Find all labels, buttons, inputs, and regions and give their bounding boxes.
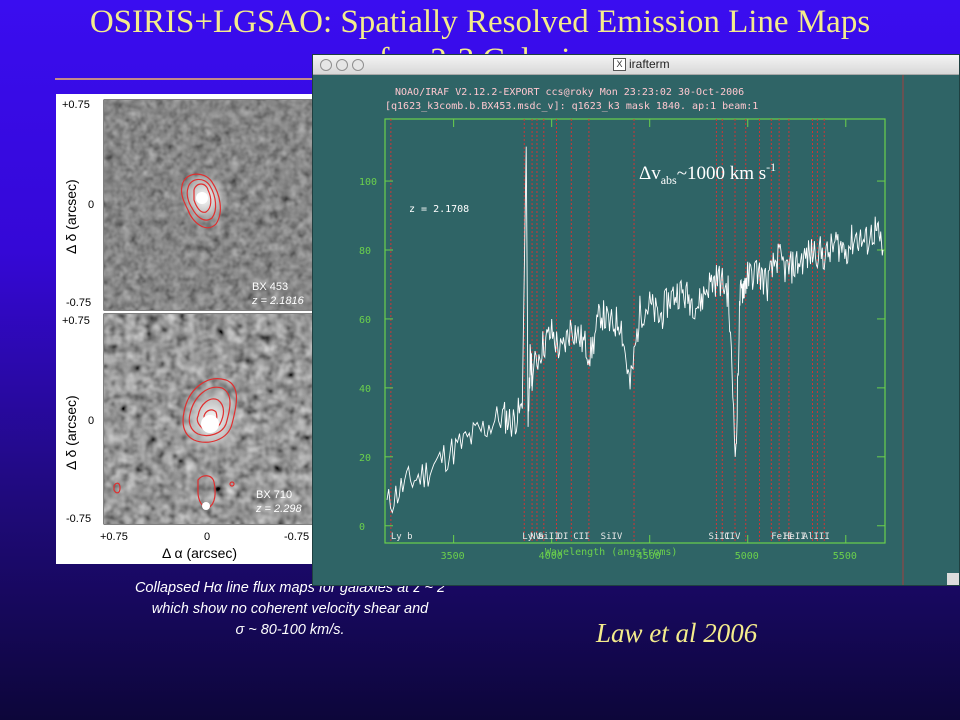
spectral-line-label-10: HeII bbox=[784, 532, 806, 542]
caption-line2: which show no coherent velocity shear an… bbox=[151, 601, 429, 617]
map-y-tick-bottom-1: +0.75 bbox=[62, 315, 90, 327]
y-tick-label-4: 80 bbox=[359, 246, 371, 257]
annotation-sub: abs bbox=[661, 173, 677, 187]
spectrum-plot: NOAO/IRAF V2.12.2-EXPORT ccs@roky Mon 23… bbox=[359, 75, 904, 585]
map-y-label-bottom: Δ δ (arcsec) bbox=[63, 395, 79, 470]
iraf-header-line1: NOAO/IRAF V2.12.2-EXPORT ccs@roky Mon 23… bbox=[395, 87, 744, 98]
zoom-window-button[interactable] bbox=[352, 59, 364, 71]
map-x-label: Δ α (arcsec) bbox=[162, 545, 237, 561]
spectral-line-label-11: AlIII bbox=[803, 532, 830, 542]
flux-contours-bottom bbox=[113, 378, 238, 509]
x-axis-label: Wavelength (angstroms) bbox=[545, 547, 677, 558]
spectral-line-label-9: FeII bbox=[771, 532, 793, 542]
map-bx453: BX 453 z = 2.1816 bbox=[103, 99, 317, 311]
caption-line3: σ ~ 80-100 km/s. bbox=[235, 622, 345, 638]
annotation-delta-v: Δv bbox=[639, 163, 661, 184]
irafterm-window[interactable]: X irafterm NOAO/IRAF V2.12.2-EXPORT ccs@… bbox=[312, 54, 960, 586]
bx710-redshift: z = 2.298 bbox=[255, 503, 302, 515]
map-y-tick-top-3: -0.75 bbox=[66, 297, 91, 309]
flux-contours-top bbox=[180, 173, 221, 229]
x11-icon: X bbox=[613, 58, 626, 71]
map-x-tick-3: -0.75 bbox=[284, 531, 309, 543]
spectral-line-label-4: OI bbox=[558, 532, 569, 542]
bx710-name: BX 710 bbox=[256, 489, 292, 501]
y-tick-label-0: 0 bbox=[359, 522, 365, 533]
slide-title-line1: OSIRIS+LGSAO: Spatially Resolved Emissio… bbox=[89, 4, 871, 40]
iraf-header-line2: [q1623_k3comb.b.BX453.msdc_v]: q1623_k3 … bbox=[385, 101, 758, 112]
window-title: irafterm bbox=[629, 57, 670, 71]
y-tick-label-1: 20 bbox=[359, 453, 371, 464]
spectral-line-label-1: Ly a bbox=[522, 532, 544, 542]
spectral-line-label-5: CII bbox=[573, 532, 589, 542]
map-x-tick-2: 0 bbox=[204, 531, 210, 543]
spectral-line-label-0: Ly b bbox=[391, 532, 413, 542]
map-y-tick-top-1: +0.75 bbox=[62, 99, 90, 111]
emission-maps-figure: BX 453 z = 2.1816 BX 710 z = 2.298 +0.75 bbox=[62, 99, 317, 561]
emission-line-maps: BX 453 z = 2.1816 BX 710 z = 2.298 +0.75 bbox=[56, 94, 318, 564]
spectral-line-label-8: CIV bbox=[724, 532, 741, 542]
map-y-tick-bottom-2: 0 bbox=[88, 415, 94, 427]
bx453-redshift: z = 2.1816 bbox=[251, 295, 305, 307]
x-tick-label-0: 3500 bbox=[441, 551, 465, 562]
velocity-annotation: Δvabs~1000 km s-1 bbox=[639, 160, 776, 187]
spectral-line-label-7: SiII bbox=[709, 532, 731, 542]
title-divider bbox=[55, 78, 315, 80]
map-x-tick-1: +0.75 bbox=[100, 531, 128, 543]
spectral-line-label-3: SiII bbox=[538, 532, 560, 542]
map-bx710: BX 710 z = 2.298 bbox=[103, 313, 317, 525]
figure-caption: Collapsed Hα line flux maps for galaxies… bbox=[70, 578, 510, 641]
x-tick-label-4: 5500 bbox=[833, 551, 857, 562]
y-tick-label-5: 100 bbox=[359, 177, 377, 188]
annotation-sup: -1 bbox=[766, 160, 776, 174]
window-resize-grip[interactable] bbox=[947, 573, 959, 585]
citation: Law et al 2006 bbox=[596, 618, 758, 648]
slide-title: OSIRIS+LGSAO: Spatially Resolved Emissio… bbox=[0, 2, 960, 78]
map-y-tick-bottom-3: -0.75 bbox=[66, 513, 91, 525]
x-tick-label-1: 4000 bbox=[539, 551, 563, 562]
y-tick-label-2: 40 bbox=[359, 384, 371, 395]
plot-frame bbox=[384, 118, 886, 544]
close-window-button[interactable] bbox=[320, 59, 332, 71]
x-tick-label-2: 4500 bbox=[637, 551, 661, 562]
spectral-line-label-2: NV bbox=[530, 532, 541, 542]
redshift-label: z = 2.1708 bbox=[409, 204, 469, 215]
map-y-label-top: Δ δ (arcsec) bbox=[63, 179, 79, 254]
bx453-name: BX 453 bbox=[252, 281, 288, 293]
window-titlebar[interactable]: X irafterm bbox=[313, 55, 959, 75]
x-tick-label-3: 5000 bbox=[735, 551, 759, 562]
spectral-line-label-6: SiIV bbox=[601, 532, 623, 542]
spectrum-series bbox=[386, 146, 884, 514]
annotation-rest: ~1000 km s bbox=[677, 163, 766, 184]
map-y-tick-top-2: 0 bbox=[88, 199, 94, 211]
minimize-window-button[interactable] bbox=[336, 59, 348, 71]
y-tick-label-3: 60 bbox=[359, 315, 371, 326]
